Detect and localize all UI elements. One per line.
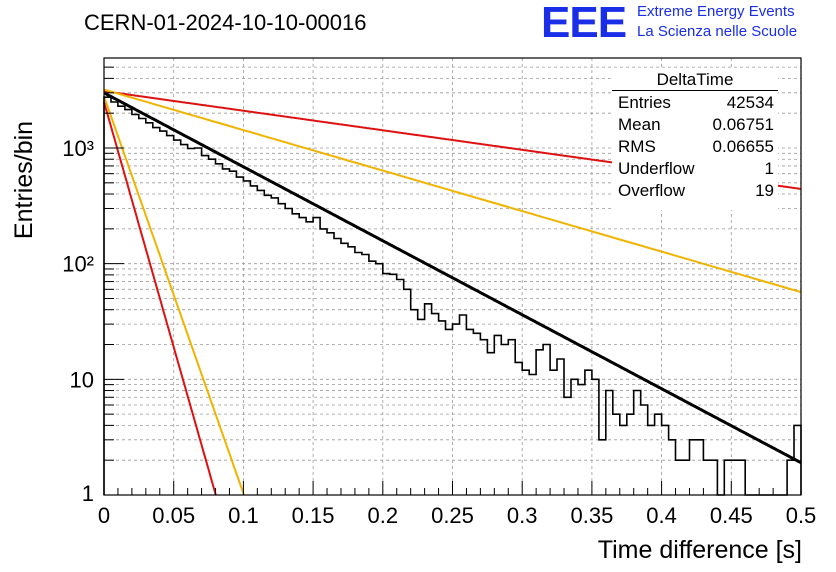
x-tick-label: 0.2: [368, 503, 399, 528]
histogram-outline: [103, 96, 802, 496]
x-tick-label: 0.35: [570, 503, 613, 528]
fit-curve: [103, 95, 245, 496]
x-tick-label: 0.5: [786, 503, 817, 528]
x-tick-label: 0.05: [152, 503, 195, 528]
fit-curve: [103, 101, 217, 496]
y-axis-label: Entries/bin: [10, 121, 38, 239]
stats-label: Entries: [618, 93, 671, 112]
stats-label: Overflow: [618, 181, 686, 200]
stats-label: RMS: [618, 137, 656, 156]
y-tick-labels: 1 10 10² 10³: [62, 136, 94, 506]
eee-logo: EEE: [541, 0, 627, 47]
x-tick-label: 0.3: [507, 503, 538, 528]
plot-title: CERN-01-2024-10-10-00016: [84, 10, 367, 35]
fit-curve: [103, 91, 802, 465]
stats-box: DeltaTime Entries 42534 Mean 0.06751 RMS…: [612, 70, 778, 210]
y-tick-label: 1: [82, 481, 94, 506]
stats-value: 0.06655: [712, 137, 774, 156]
stats-value: 1: [764, 159, 774, 178]
stats-label: Underflow: [618, 159, 695, 178]
stats-value: 19: [755, 181, 774, 200]
axis-ticks: [103, 57, 802, 496]
y-tick-label: 10: [70, 367, 94, 392]
eee-logo-line1: Extreme Energy Events: [637, 3, 795, 20]
y-tick-label: 10³: [62, 136, 94, 161]
x-tick-labels: 0 0.05 0.1 0.15 0.2 0.25 0.3 0.35 0.4 0.45 0.5: [98, 503, 816, 528]
stats-title: DeltaTime: [612, 70, 778, 91]
stats-value: 0.06751: [712, 115, 774, 134]
histogram: [103, 96, 802, 496]
x-axis-label: Time difference [s]: [598, 536, 802, 564]
stats-value: 42534: [726, 93, 774, 112]
y-tick-label: 10²: [62, 252, 94, 277]
fit-curve: [103, 88, 802, 294]
x-tick-label: 0: [98, 503, 110, 528]
x-tick-label: 0.45: [710, 503, 753, 528]
x-tick-label: 0.15: [292, 503, 335, 528]
x-tick-label: 0.25: [431, 503, 474, 528]
eee-logo-line2: La Scienza nelle Scuole: [637, 23, 798, 40]
x-tick-label: 0.1: [228, 503, 259, 528]
x-tick-label: 0.4: [646, 503, 677, 528]
stats-label: Mean: [618, 115, 661, 134]
